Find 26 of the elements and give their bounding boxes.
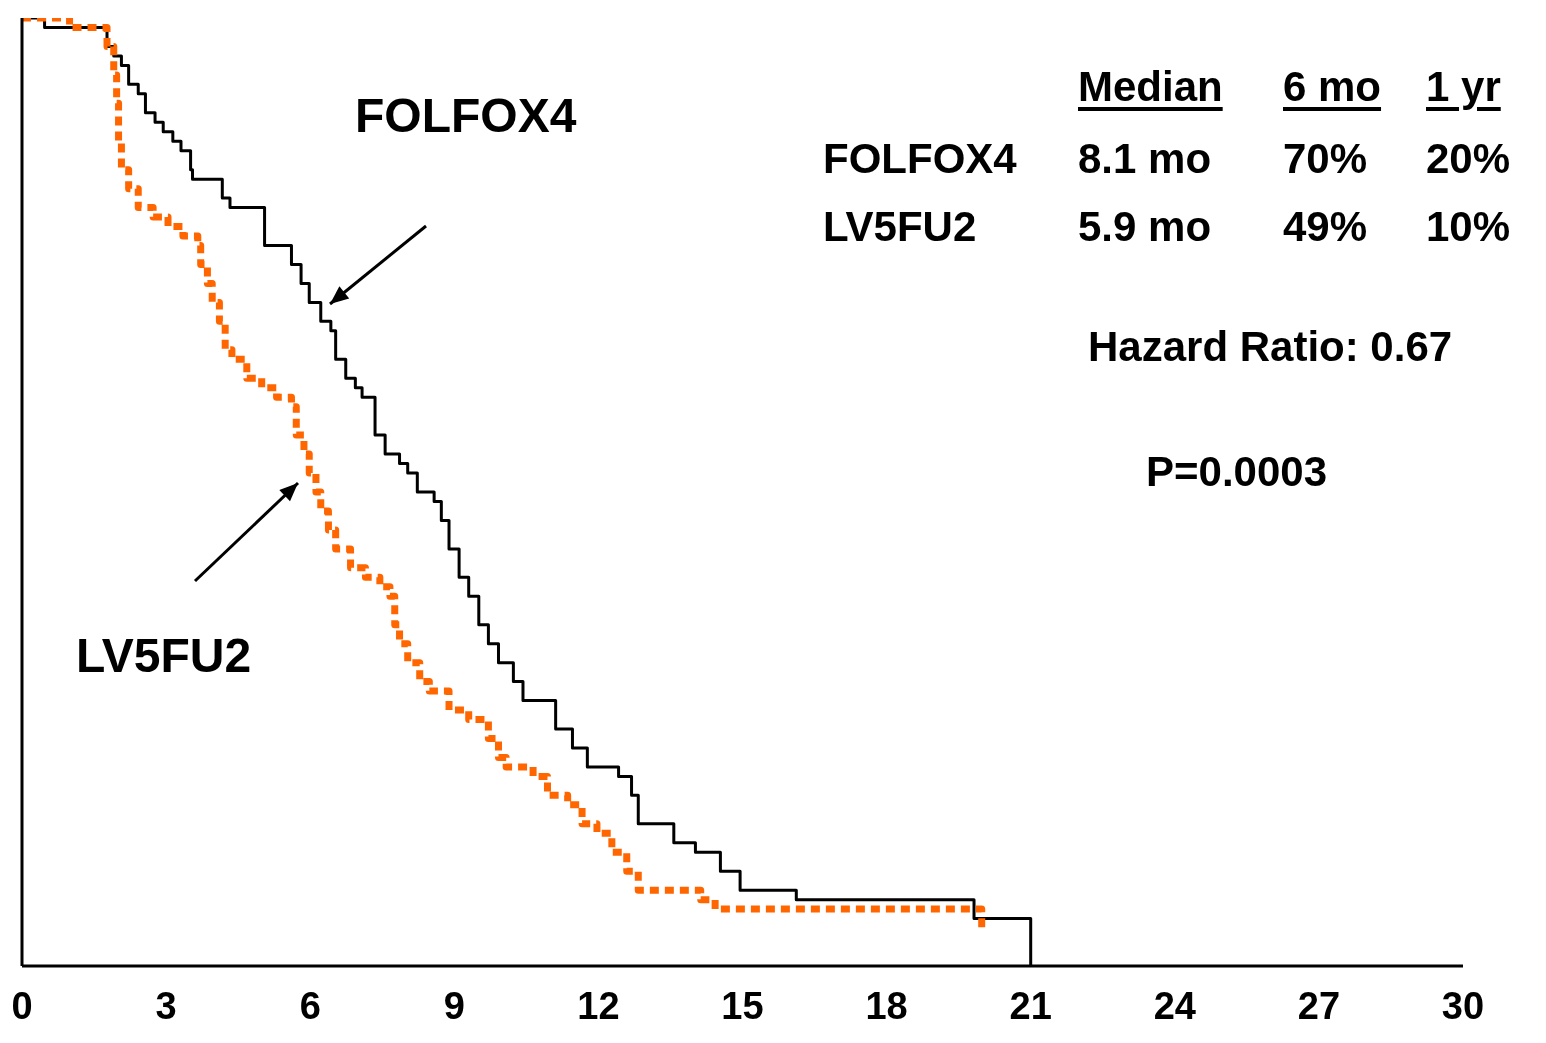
annotation: 6 mo: [1283, 63, 1382, 111]
annotation: 5.9 mo: [1078, 203, 1212, 251]
annotation: Hazard Ratio: 0.67: [1088, 323, 1453, 371]
x-tick-label: 24: [1153, 984, 1196, 1027]
annotation: 49%: [1283, 203, 1368, 251]
annotation: FOLFOX4: [355, 88, 577, 143]
x-tick-label: 30: [1441, 984, 1485, 1027]
annotation: Median: [1078, 63, 1223, 111]
x-tick-label: 9: [443, 984, 465, 1027]
x-tick-label: 27: [1297, 984, 1341, 1027]
annotation: 70%: [1283, 135, 1368, 183]
annotation: 20%: [1426, 135, 1511, 183]
x-tick-label: 3: [155, 984, 177, 1027]
annotation: 8.1 mo: [1078, 135, 1212, 183]
annotation: 1 yr: [1426, 63, 1501, 111]
x-tick-label: 6: [299, 984, 321, 1027]
x-tick-label: 18: [865, 984, 908, 1027]
annotation: LV5FU2: [76, 628, 252, 683]
x-tick-label: 15: [721, 984, 764, 1027]
x-tick-label: 0: [11, 984, 33, 1027]
annotation: LV5FU2: [823, 203, 977, 251]
x-tick-label: 21: [1009, 984, 1052, 1027]
annotation: FOLFOX4: [823, 135, 1017, 183]
annotation: 10%: [1426, 203, 1511, 251]
x-tick-label: 12: [577, 984, 620, 1027]
annotation: P=0.0003: [1146, 448, 1328, 496]
